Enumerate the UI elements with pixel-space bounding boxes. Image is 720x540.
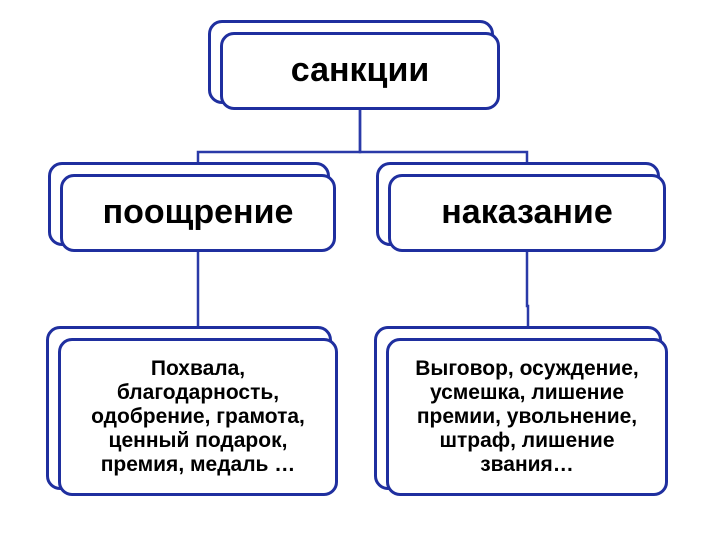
- node-root-label: санкции: [291, 51, 430, 90]
- node-right-label: наказание: [441, 193, 613, 232]
- node-root: санкции: [208, 20, 500, 110]
- node-left-label: поощрение: [103, 193, 294, 232]
- diagram-stage: санкции поощрение наказание Похвала, бла…: [0, 0, 720, 540]
- node-right: наказание: [376, 162, 666, 252]
- node-right-leaf-label: Выговор, осуждение, усмешка, лишение пре…: [399, 357, 655, 478]
- node-right-leaf: Выговор, осуждение, усмешка, лишение пре…: [374, 326, 668, 496]
- node-left: поощрение: [48, 162, 336, 252]
- node-left-leaf: Похвала, благодарность, одобрение, грамо…: [46, 326, 338, 496]
- node-left-leaf-label: Похвала, благодарность, одобрение, грамо…: [71, 357, 325, 478]
